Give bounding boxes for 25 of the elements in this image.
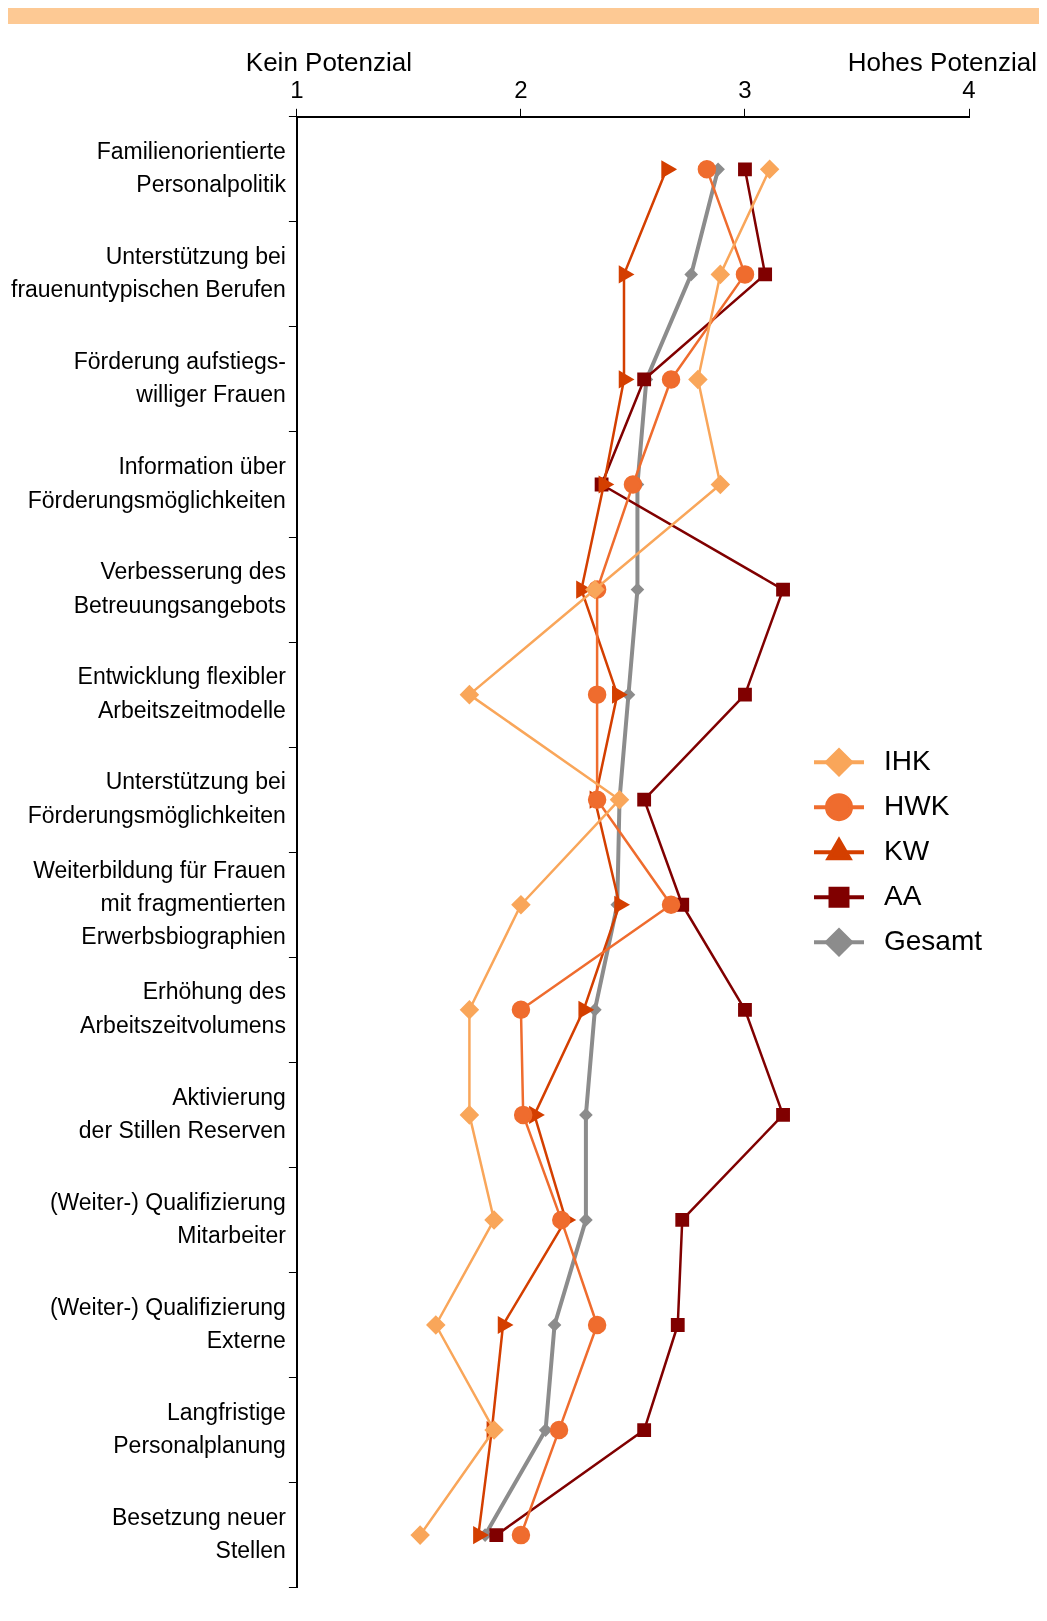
y-tick-label: (Weiter-) Qualifizierung Mitarbeiter [49, 1188, 287, 1248]
y-tick-label: Weiterbildung für Frauen mit fragmentierten Erwerbsbiographien [33, 856, 286, 950]
y-tick-label: Familienorientierte Personalpolitik [96, 138, 287, 198]
y-tick-label: Erhöhung des Arbeitszeitvolumens [80, 978, 286, 1038]
x-tick-label: 2 [514, 76, 528, 104]
legend-label: AA [884, 879, 922, 911]
legend-label: HWK [884, 789, 950, 821]
legend-label: IHK [884, 744, 931, 776]
legend-label: Gesamt [884, 924, 983, 956]
y-tick-label: Verbesserung des Betreuungsangebots [73, 558, 286, 618]
y-tick-label: Entwicklung flexibler Arbeitszeitmodelle [77, 663, 287, 723]
x-tick-label: 3 [738, 76, 752, 104]
y-tick-label: Aktivierung der Stillen Reserven [78, 1083, 286, 1143]
text: Kein Potenzial [245, 46, 413, 77]
y-tick-label: Förderung aufstiegs- williger Frauen [73, 348, 286, 408]
y-tick-label: Besetzung neuer Stellen [112, 1503, 287, 1564]
y-tick-label: Unterstützung bei Förderungsmöglichkeiten [27, 768, 286, 828]
y-tick-label: Unterstützung bei frauenuntypischen Berufen [10, 243, 286, 303]
legend-label: KW [884, 834, 930, 866]
x-tick-label: 4 [962, 76, 976, 104]
y-tick-label: Langfristige Personalplanung [113, 1398, 286, 1459]
y-tick-label: (Weiter-) Qualifizierung Externe [49, 1293, 286, 1354]
text: Hohes Potenzial [847, 46, 1037, 77]
y-tick-label: Information über Förderungsmöglichkeiten [27, 453, 287, 513]
x-tick-label: 1 [290, 76, 304, 104]
